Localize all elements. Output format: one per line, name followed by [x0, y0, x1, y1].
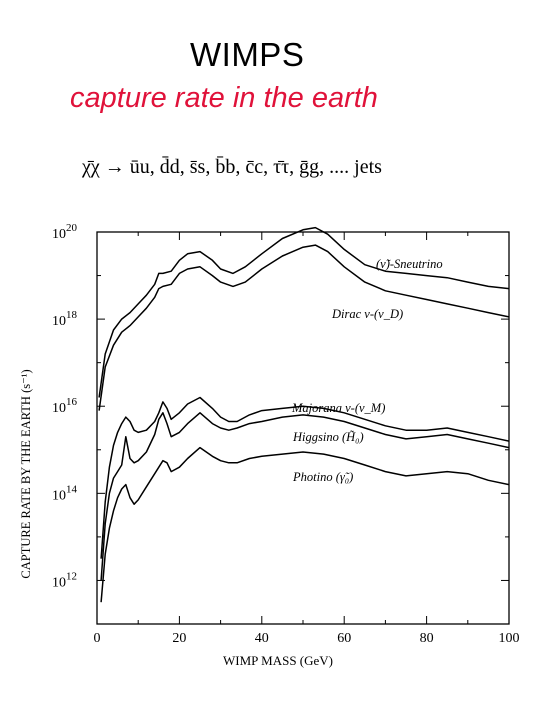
- x-tick-label: 100: [499, 631, 520, 646]
- axis-ticks: [96, 231, 510, 625]
- x-tick-label: 20: [172, 631, 186, 646]
- series-line-majorana: [100, 396, 510, 559]
- series-group: [98, 226, 510, 603]
- y-tick-label: 1018: [52, 309, 78, 329]
- x-tick-label: 80: [420, 631, 434, 646]
- annotation-higgsino: Higgsino (H̃₀): [292, 430, 364, 444]
- x-tick-label: 40: [255, 631, 269, 646]
- x-axis-label: WIMP MASS (GeV): [223, 653, 333, 668]
- reaction-formula: χ̄χ → ūu, d̄d, s̄s, b̄b, c̄c, τ̄τ, ḡg, .…: [82, 156, 382, 178]
- annotation-photino: Photino (γ̃₀): [292, 470, 353, 484]
- y-tick-label: 1016: [52, 396, 78, 416]
- page-subtitle: capture rate in the earth: [70, 82, 378, 114]
- annotation-sneutrino: (ν̃)-Sneutrino: [376, 257, 443, 271]
- y-tick-label: 1014: [52, 483, 78, 503]
- annotation-majorana: Majorana ν-(ν_M): [291, 401, 385, 415]
- y-axis-label: CAPTURE RATE BY THE EARTH (s⁻¹): [19, 369, 33, 578]
- x-tick-label: 60: [337, 631, 351, 646]
- x-tick-labels: 0 20 40 60 80 100: [94, 631, 520, 646]
- x-tick-label: 0: [94, 631, 101, 646]
- series-line-sneutrino: [98, 226, 510, 398]
- annotation-dirac: Dirac ν-(ν_D): [331, 307, 403, 321]
- series-line-dirac: [98, 244, 510, 411]
- y-tick-label: 1020: [52, 222, 78, 242]
- y-tick-label: 1012: [52, 570, 77, 590]
- series-line-photino: [100, 446, 510, 603]
- page-title: WIMPS: [190, 36, 305, 73]
- y-tick-labels: 1020 1018 1016 1014 1012: [52, 222, 78, 590]
- annotation-group: (ν̃)-Sneutrino Dirac ν-(ν_D) Majorana ν-(ν…: [291, 257, 443, 484]
- series-line-higgsino: [100, 412, 510, 581]
